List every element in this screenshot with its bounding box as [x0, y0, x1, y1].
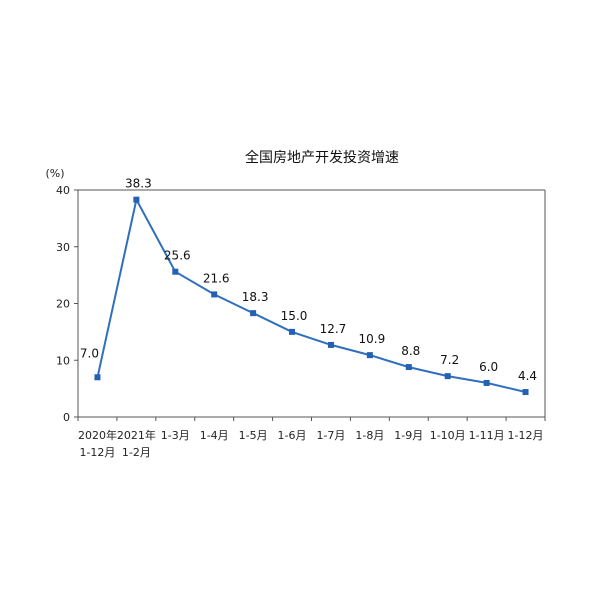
y-axis-ticks: 0 10 20 30 40: [56, 184, 78, 424]
data-label: 18.3: [242, 290, 269, 304]
x-tick-label: 1-8月: [355, 429, 384, 442]
data-point: [133, 196, 140, 203]
data-labels: 7.0 38.3 25.6 21.6 18.3 15.0 12.7 10.9 8.8 7.2 6.0…: [80, 177, 537, 383]
data-label: 10.9: [359, 332, 386, 346]
chart-title: 全国房地产开发投资增速: [245, 149, 399, 166]
x-tick-label: 1-10月: [430, 429, 466, 442]
y-tick-label: 30: [56, 241, 70, 254]
data-point: [172, 268, 179, 275]
data-point: [522, 389, 529, 396]
x-tick-label: 1-12月: [508, 429, 544, 442]
data-label: 6.0: [479, 360, 498, 374]
data-label: 12.7: [320, 322, 347, 336]
x-tick-label: 1-3月: [161, 429, 190, 442]
data-label: 21.6: [203, 271, 230, 285]
x-tick-label: 1-2月: [122, 446, 151, 459]
data-label: 8.8: [401, 344, 420, 358]
series-markers: [94, 196, 529, 396]
data-point: [250, 310, 257, 317]
y-tick-label: 0: [63, 411, 70, 424]
y-tick-label: 10: [56, 354, 70, 367]
y-tick-label: 20: [56, 298, 70, 311]
data-label: 7.2: [440, 353, 459, 367]
data-label: 15.0: [281, 309, 308, 323]
data-label: 38.3: [125, 177, 152, 191]
y-axis-unit-label: (%): [45, 167, 64, 180]
x-tick-label: 2021年: [117, 428, 156, 442]
data-label: 7.0: [80, 346, 99, 360]
y-tick-label: 40: [56, 184, 70, 197]
data-point: [211, 291, 218, 298]
data-point: [405, 364, 412, 371]
x-tick-label: 1-7月: [316, 429, 345, 442]
data-point: [366, 352, 373, 359]
data-label: 4.4: [518, 369, 537, 383]
x-tick-label: 1-11月: [469, 429, 505, 442]
data-point: [94, 374, 101, 381]
data-point: [289, 328, 296, 335]
data-point: [444, 373, 451, 380]
x-tick-label: 2020年: [78, 428, 117, 442]
data-label: 25.6: [164, 249, 191, 263]
x-tick-label: 1-6月: [278, 429, 307, 442]
axes: [77, 189, 546, 418]
x-tick-label: 1-5月: [239, 429, 268, 442]
data-point: [327, 341, 334, 348]
series-line: [96, 196, 526, 393]
x-tick-label: 1-12月: [79, 446, 115, 459]
data-point: [483, 379, 490, 386]
x-tick-label: 1-4月: [200, 429, 229, 442]
x-tick-label: 1-9月: [394, 429, 423, 442]
